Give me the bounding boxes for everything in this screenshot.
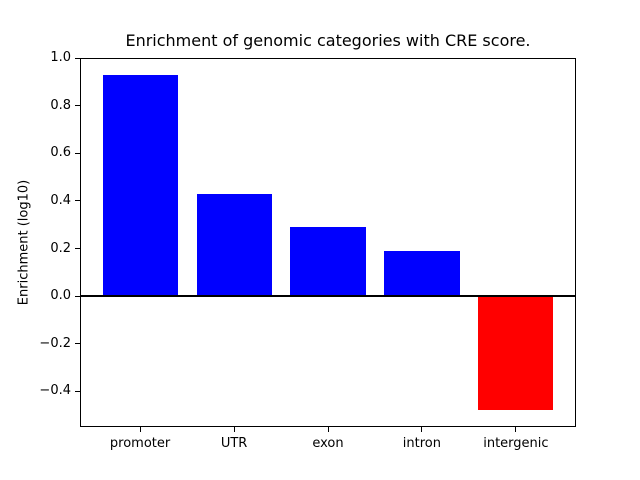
plot-area xyxy=(80,58,576,427)
y-tick xyxy=(75,200,80,202)
y-tick xyxy=(75,390,80,392)
y-tick xyxy=(75,105,80,107)
y-tick xyxy=(75,343,80,345)
y-tick xyxy=(75,295,80,297)
bar-exon xyxy=(290,227,366,296)
y-tick-label: 0.6 xyxy=(50,145,71,161)
x-tick-label: intron xyxy=(402,436,441,451)
y-tick-label: −0.4 xyxy=(39,383,71,399)
x-tick-label: promoter xyxy=(109,436,171,451)
bar-intergenic xyxy=(478,296,554,411)
x-tick-label: exon xyxy=(312,436,344,451)
y-tick xyxy=(75,152,80,154)
y-tick-label: 1.0 xyxy=(50,50,71,65)
x-tick xyxy=(421,427,423,432)
y-tick-label: 0.2 xyxy=(50,240,71,256)
bar-promoter xyxy=(102,74,178,297)
bar-intron xyxy=(384,250,460,296)
y-tick xyxy=(75,57,80,59)
x-tick-label: intergenic xyxy=(483,436,549,451)
chart-title: Enrichment of genomic categories with CR… xyxy=(125,31,531,50)
y-tick-label: 0.8 xyxy=(50,97,71,113)
x-tick xyxy=(327,427,329,432)
y-tick-label: −0.2 xyxy=(39,335,71,351)
x-tick-label: UTR xyxy=(220,436,248,451)
x-tick xyxy=(515,427,517,432)
zero-line xyxy=(81,295,575,298)
y-tick-label: 0.4 xyxy=(50,192,71,208)
bar-UTR xyxy=(196,193,272,297)
x-tick xyxy=(139,427,141,432)
x-tick xyxy=(233,427,235,432)
y-tick-label: 0.0 xyxy=(50,288,71,304)
y-tick xyxy=(75,248,80,249)
